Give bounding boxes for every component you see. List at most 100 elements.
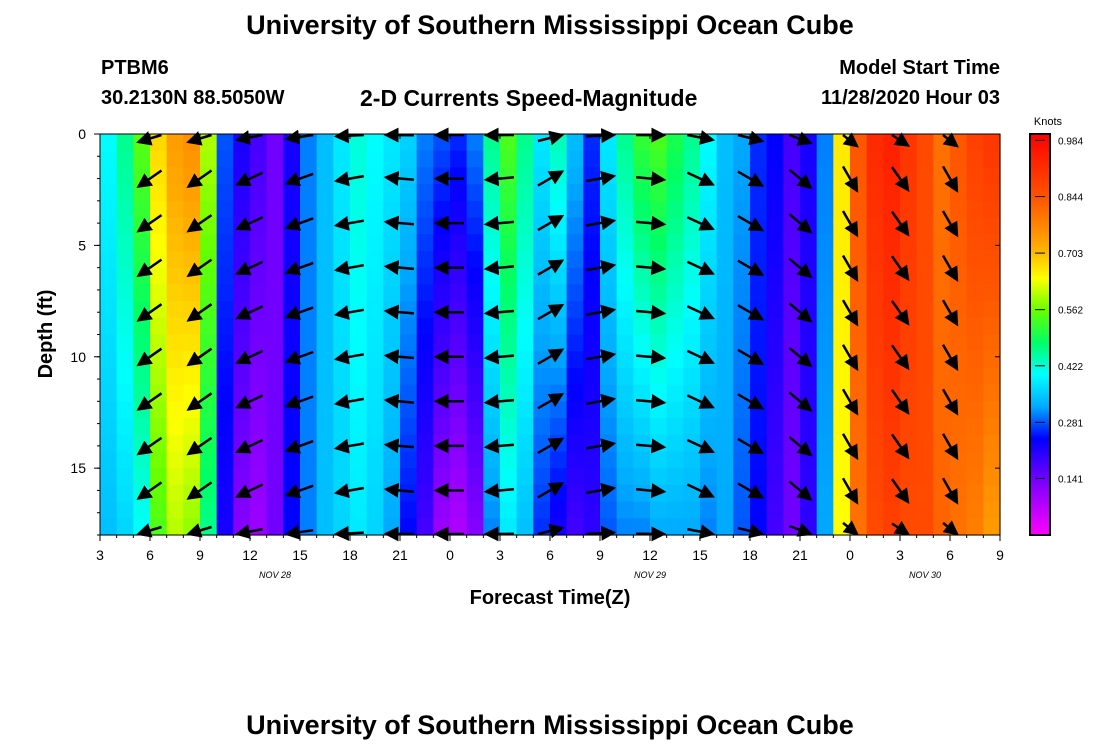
heatmap-cell [666, 434, 684, 453]
heatmap-cell [366, 367, 384, 386]
heatmap-cell [133, 367, 151, 386]
heatmap-cell [216, 250, 234, 269]
heatmap-cell [400, 351, 418, 369]
heatmap-cell [183, 484, 201, 503]
heatmap-cell [283, 468, 301, 486]
heatmap-cell [416, 518, 434, 536]
heatmap-cell [400, 518, 418, 536]
heatmap-cell [266, 401, 284, 419]
heatmap-cell [816, 484, 834, 503]
x-axis-label: Forecast Time(Z) [470, 587, 631, 609]
heatmap-cell [983, 351, 1001, 369]
heatmap-cell [716, 250, 734, 269]
heatmap-cell [650, 134, 668, 152]
heatmap-cell [133, 317, 151, 336]
heatmap-cell [850, 250, 868, 269]
heatmap-cell [183, 301, 201, 319]
heatmap-cell [933, 250, 951, 269]
heatmap-cell [766, 167, 784, 185]
heatmap-cell [983, 451, 1001, 469]
heatmap-cell [500, 351, 518, 369]
heatmap-cell [766, 518, 784, 536]
heatmap-cell [383, 200, 401, 219]
heatmap-cell [966, 451, 984, 469]
heatmap-cell [450, 401, 468, 419]
heatmap-cell [466, 167, 484, 185]
heatmap-cell [550, 267, 568, 285]
heatmap-cell [633, 334, 651, 352]
heatmap-cell [566, 384, 584, 402]
heatmap-cell [583, 351, 601, 369]
heatmap-cell [983, 418, 1001, 436]
current-vector [841, 165, 859, 193]
heatmap-cell [516, 150, 534, 169]
current-vector [737, 170, 765, 187]
heatmap-cell [150, 367, 168, 386]
heatmap-cell [633, 317, 651, 336]
heatmap-cell [316, 267, 334, 285]
heatmap-cell [650, 451, 668, 469]
heatmap-cell [483, 250, 501, 269]
heatmap-cell [950, 200, 968, 219]
heatmap-cell [433, 317, 451, 336]
heatmap-cell [466, 518, 484, 536]
heatmap-cell [166, 334, 184, 352]
heatmap-cell [983, 250, 1001, 269]
colorbar-tick-label: 0.984 [1058, 136, 1083, 147]
heatmap-cell [100, 134, 118, 152]
heatmap-cell [966, 484, 984, 503]
heatmap-cell [416, 451, 434, 469]
heatmap-cell [350, 134, 368, 152]
heatmap-cell [483, 167, 501, 185]
heatmap-cell [800, 234, 818, 252]
heatmap-cell [183, 501, 201, 519]
heatmap-cell [700, 334, 718, 352]
heatmap-cell [850, 367, 868, 386]
heatmap-cell [650, 401, 668, 419]
heatmap-cell [383, 167, 401, 185]
heatmap-cell [966, 317, 984, 336]
heatmap-cell [616, 351, 634, 369]
heatmap-cell [416, 234, 434, 252]
heatmap-cell [150, 451, 168, 469]
current-vector [788, 391, 813, 412]
heatmap-cell [433, 334, 451, 352]
heatmap-cell [733, 434, 751, 453]
heatmap-cell [100, 267, 118, 285]
x-tick-label: 12 [642, 547, 658, 563]
heatmap-cell [750, 451, 768, 469]
heatmap-cell [400, 267, 418, 285]
heatmap-cell [850, 234, 868, 252]
heatmap-cell [966, 301, 984, 319]
heatmap-cell [733, 150, 751, 169]
heatmap-cell [516, 434, 534, 453]
heatmap-cell [700, 501, 718, 519]
heatmap-cell [183, 351, 201, 369]
heatmap-cell [483, 200, 501, 219]
heatmap-cell [566, 267, 584, 285]
current-vector [333, 483, 365, 499]
heatmap-cell [983, 234, 1001, 252]
heatmap-cell [183, 334, 201, 352]
heatmap-cell [350, 184, 368, 202]
heatmap-cell [750, 184, 768, 202]
heatmap-cell [316, 401, 334, 419]
current-vector [585, 304, 617, 320]
heatmap-cell [383, 284, 401, 302]
heatmap-cell [733, 267, 751, 285]
heatmap-cell [316, 484, 334, 503]
heatmap-cell [516, 518, 534, 536]
heatmap-cell [183, 134, 201, 152]
heatmap-cell [500, 284, 518, 302]
current-vector [891, 132, 911, 147]
heatmap-cell [716, 200, 734, 219]
current-vector [136, 392, 163, 411]
current-vector [383, 215, 415, 231]
heatmap-cell [516, 134, 534, 152]
current-vector [333, 394, 365, 409]
heatmap-cell [450, 284, 468, 302]
heatmap-cell [133, 384, 151, 402]
heatmap-cell [166, 434, 184, 453]
heatmap-cell [916, 434, 934, 453]
